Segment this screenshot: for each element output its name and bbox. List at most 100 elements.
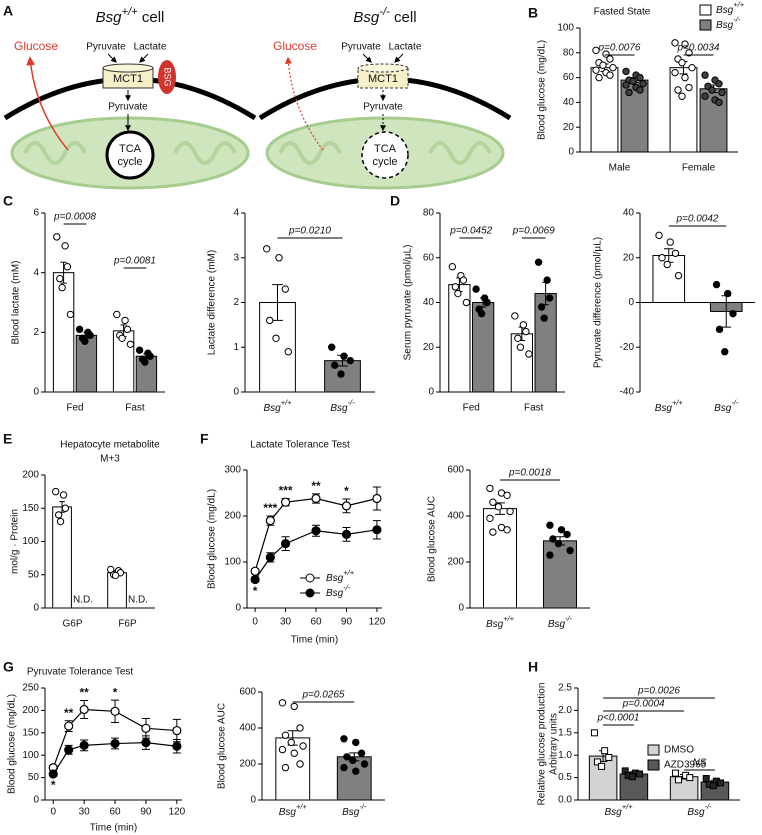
comparison-label: p<0.0001 <box>597 713 640 724</box>
data-point <box>671 249 680 257</box>
y-tick-label: 4 <box>33 267 39 278</box>
x-tick-label: 60 <box>109 807 121 818</box>
data-point <box>681 40 689 48</box>
panel-label: A <box>3 3 13 19</box>
data-point <box>372 525 382 535</box>
y-tick-label: 40 <box>563 97 575 108</box>
data-point <box>602 50 610 58</box>
data-point <box>337 370 345 378</box>
significance-label: * <box>113 685 118 699</box>
data-point <box>454 289 462 298</box>
y-tick-label: 2.0 <box>558 705 572 716</box>
y-tick-label: 400 <box>447 511 464 522</box>
data-point <box>75 325 84 334</box>
data-point <box>54 511 63 519</box>
data-point <box>360 760 369 768</box>
y-tick-label: 80 <box>563 47 575 58</box>
data-point <box>135 346 144 354</box>
data-point <box>525 350 533 358</box>
chart-title: Hepatocyte metabolite <box>60 440 160 451</box>
x-tick-label: Bsg-/- <box>330 398 355 413</box>
data-point <box>702 774 710 782</box>
data-point <box>563 530 571 539</box>
y-tick-label: 600 <box>239 687 256 698</box>
bar <box>669 776 699 801</box>
data-point <box>701 71 709 79</box>
x-tick-label: 60 <box>310 617 322 628</box>
panel-label: D <box>390 193 400 209</box>
data-point <box>678 92 686 100</box>
chart-title: Fasted State <box>594 7 651 18</box>
y-tick-label: 2 <box>233 297 239 308</box>
data-point <box>721 348 729 356</box>
data-point <box>331 361 339 369</box>
data-point <box>503 491 511 499</box>
data-point <box>715 80 723 88</box>
data-point <box>296 760 304 768</box>
data-point <box>51 487 60 496</box>
data-point <box>483 298 491 307</box>
data-point <box>681 73 689 82</box>
data-point <box>663 260 671 269</box>
y-axis-label: Blood lactate (mM) <box>11 261 22 345</box>
data-point <box>674 776 682 784</box>
legend-label: Bsg-/- <box>326 583 351 598</box>
significance-label: *** <box>279 484 293 498</box>
data-point <box>540 314 548 322</box>
data-point <box>636 770 644 778</box>
data-point <box>489 498 497 506</box>
data-point <box>718 88 726 97</box>
data-point <box>592 66 600 74</box>
x-tick-label: Bsg+/+ <box>604 802 633 817</box>
data-point <box>118 334 126 342</box>
y-tick-label: 50 <box>28 772 40 783</box>
data-point <box>110 738 120 749</box>
significance-label: ** <box>79 686 89 700</box>
data-point <box>357 749 366 757</box>
data-point <box>724 289 732 298</box>
y-tick-label: 3 <box>233 252 239 263</box>
legend-label: Bsg-/- <box>716 15 741 30</box>
data-point <box>601 747 609 755</box>
x-tick-label: 30 <box>79 807 91 818</box>
data-point <box>557 526 566 534</box>
comparison-label: p=0.0210 <box>288 226 331 237</box>
y-axis-label: Arbitrary units <box>549 713 560 775</box>
comparison-label: p=0.0452 <box>449 226 492 237</box>
significance-label: *** <box>263 501 277 515</box>
metabolite-label: Pyruvate <box>341 42 381 53</box>
data-point <box>609 63 617 72</box>
y-tick-label: 60 <box>423 252 435 263</box>
comparison-label: p=0.0069 <box>512 226 555 237</box>
y-axis-label: Blood glucose (mg/dL) <box>207 489 218 589</box>
data-point <box>340 352 348 360</box>
x-tick-label: 0 <box>50 807 56 818</box>
metabolite-label: Pyruvate <box>363 102 403 113</box>
data-point <box>685 49 693 57</box>
panel-label: C <box>3 193 13 209</box>
data-point <box>263 245 271 253</box>
y-tick-label: 200 <box>239 759 256 770</box>
y-tick-label: 1 <box>233 342 239 353</box>
data-point <box>688 63 696 72</box>
y-tick-label: 200 <box>22 470 39 481</box>
arrow <box>362 53 372 63</box>
comparison-label: p=0.0004 <box>622 699 665 710</box>
y-tick-label: 0 <box>235 603 241 614</box>
bsg-label: BSG <box>163 67 173 86</box>
data-point <box>146 352 154 360</box>
x-tick-label: Bsg+/+ <box>279 802 308 817</box>
data-point <box>717 779 725 787</box>
value-label: N.D. <box>128 595 148 606</box>
data-point <box>66 310 75 319</box>
data-point <box>566 546 574 555</box>
data-point <box>278 745 287 754</box>
y-tick-label: -40 <box>620 387 635 398</box>
y-tick-label: 0 <box>33 795 39 806</box>
comparison-label: p=0.0076 <box>598 43 641 54</box>
legend-label: AZD3965 <box>664 760 707 771</box>
data-point <box>595 73 603 82</box>
significance-label: ** <box>311 479 321 493</box>
data-point <box>514 334 522 342</box>
